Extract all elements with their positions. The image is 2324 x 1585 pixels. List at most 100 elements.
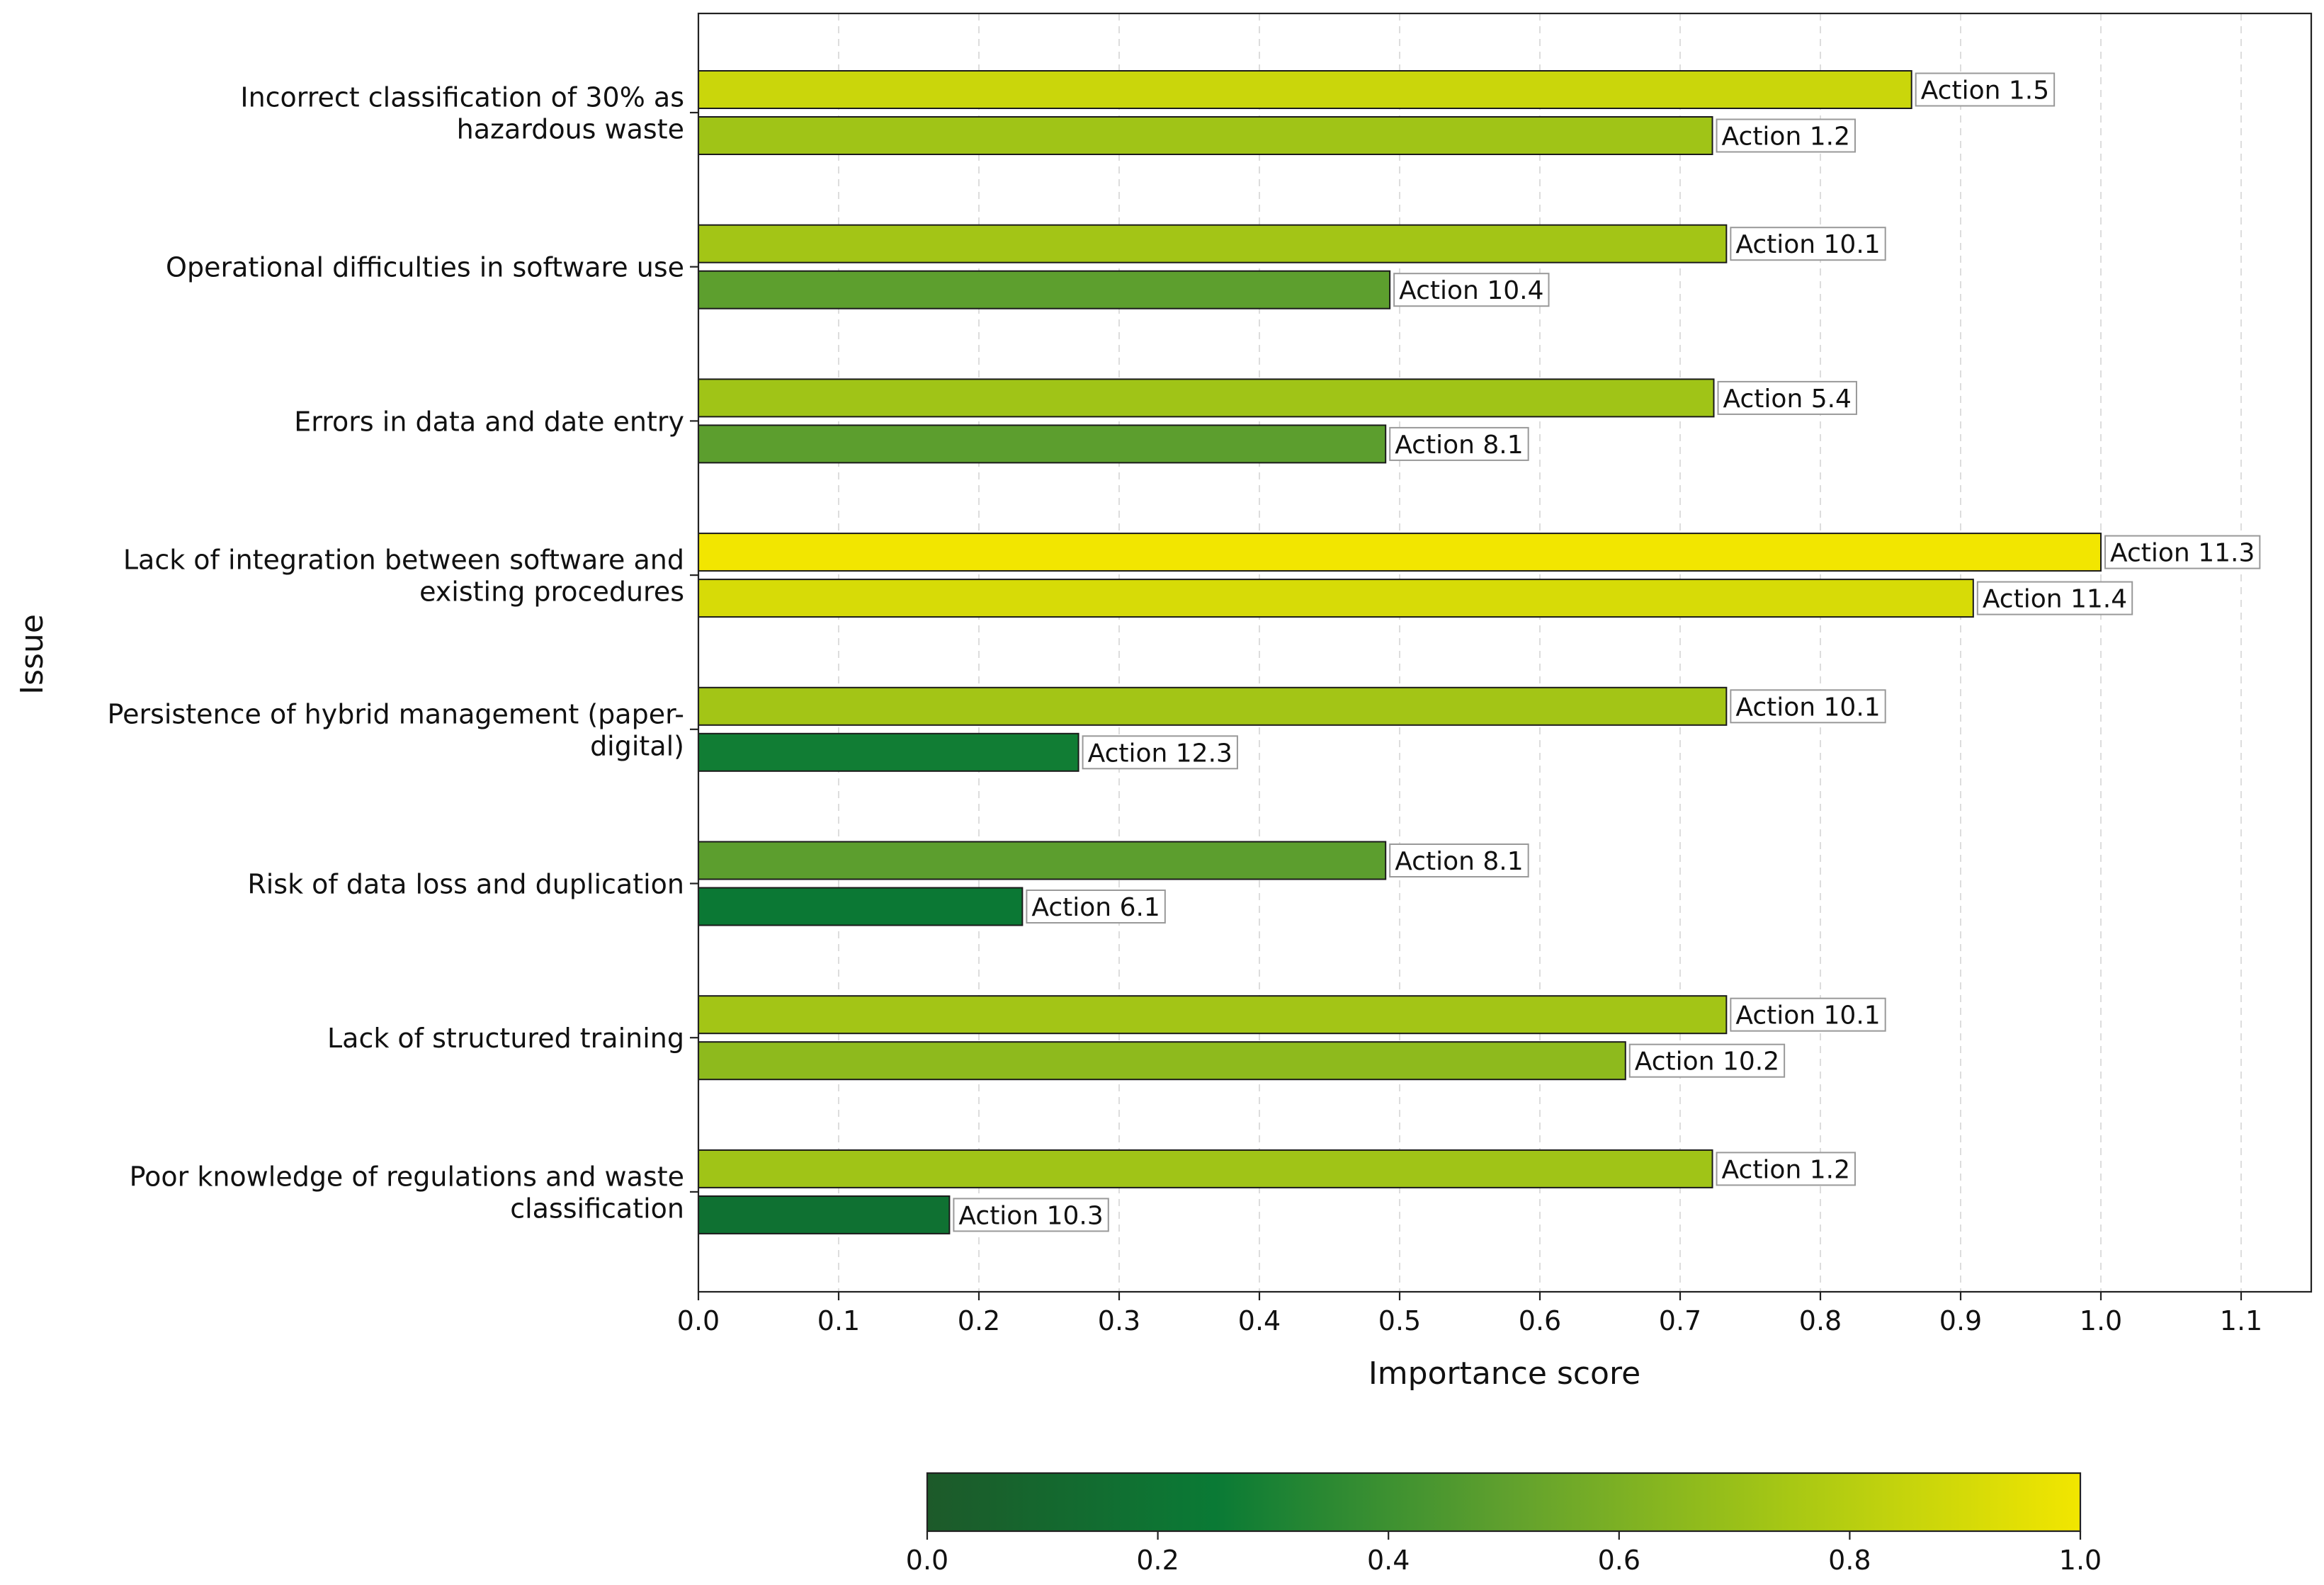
y-tick-label: hazardous waste bbox=[457, 114, 684, 145]
bar-label-box bbox=[1730, 689, 1886, 724]
bar-label-box bbox=[1716, 118, 1856, 153]
bar-3-0 bbox=[698, 533, 2102, 572]
plot-frame bbox=[697, 12, 2313, 1293]
y-tick-label: Risk of data loss and duplication bbox=[247, 869, 684, 900]
x-tick-label: 0.3 bbox=[1098, 1305, 1140, 1336]
bar-label-6-0: Action 10.1 bbox=[1730, 997, 1886, 1032]
bar-label-text: Action 1.5 bbox=[1921, 76, 2049, 106]
gridlines bbox=[698, 13, 2242, 1292]
colorbar-tick-label: 0.6 bbox=[1598, 1545, 1640, 1576]
bar-label-box bbox=[1393, 273, 1550, 307]
bar-label-box bbox=[1026, 890, 1166, 924]
y-tick-label: digital) bbox=[590, 730, 684, 761]
bar-label-text: Action 11.4 bbox=[1983, 585, 2127, 614]
bar-0-1 bbox=[698, 116, 1713, 155]
bar-7-1 bbox=[698, 1195, 951, 1234]
bar-label-7-0: Action 1.2 bbox=[1716, 1152, 1856, 1186]
bar-label-box bbox=[1717, 380, 1857, 415]
x-tick-label: 0.2 bbox=[958, 1305, 1000, 1336]
bar-label-text: Action 11.3 bbox=[2110, 539, 2255, 568]
bar-label-4-1: Action 12.3 bbox=[1082, 735, 1238, 770]
bar-labels: Action 1.5 Action 1.2 Action 10.1 Action 10… bbox=[953, 72, 2261, 1232]
y-tick-label: Incorrect classification of 30% as bbox=[240, 82, 684, 113]
y-tick-label: Poor knowledge of regulations and waste bbox=[130, 1161, 684, 1192]
bar-7-0 bbox=[698, 1149, 1713, 1188]
bar-label-2-0: Action 5.4 bbox=[1717, 380, 1857, 415]
bar-label-text: Action 10.1 bbox=[1735, 230, 1880, 259]
bar-label-text: Action 12.3 bbox=[1088, 739, 1232, 768]
bar-label-3-1: Action 11.4 bbox=[1976, 581, 2133, 615]
colorbar-tick-label: 0.2 bbox=[1136, 1545, 1179, 1576]
bar-label-7-1: Action 10.3 bbox=[953, 1198, 1109, 1232]
y-tick-label: existing procedures bbox=[419, 576, 684, 608]
bar-label-box bbox=[1389, 843, 1529, 877]
bar-label-box bbox=[1082, 735, 1238, 770]
bar-label-1-0: Action 10.1 bbox=[1730, 227, 1886, 261]
bar-5-0 bbox=[698, 841, 1387, 880]
bar-label-text: Action 8.1 bbox=[1395, 431, 1523, 460]
colorbar: 0.0 0.2 0.4 0.6 0.8 1.0 bbox=[906, 1472, 2102, 1576]
bar-label-text: Action 10.4 bbox=[1399, 276, 1543, 305]
colorbar-tick-label: 1.0 bbox=[2059, 1545, 2102, 1576]
x-axis: 0.0 0.1 0.2 0.3 0.4 0.5 0.6 0.7 0.8 0.9 1.0 1.1 bbox=[677, 1292, 2262, 1336]
bar-label-4-0: Action 10.1 bbox=[1730, 689, 1886, 724]
bar-label-text: Action 10.1 bbox=[1735, 1001, 1880, 1030]
bar-0-0 bbox=[698, 70, 1912, 109]
bar-label-5-0: Action 8.1 bbox=[1389, 843, 1529, 877]
bar-2-0 bbox=[698, 378, 1715, 418]
bar-label-box bbox=[1628, 1043, 1786, 1078]
bar-label-text: Action 1.2 bbox=[1722, 123, 1850, 152]
x-tick-label: 0.1 bbox=[817, 1305, 860, 1336]
bar-label-box bbox=[953, 1198, 1109, 1232]
x-tick-label: 0.6 bbox=[1519, 1305, 1561, 1336]
bar-label-6-1: Action 10.2 bbox=[1628, 1043, 1786, 1078]
bars bbox=[698, 70, 2102, 1234]
y-tick-label: Errors in data and date entry bbox=[294, 406, 684, 437]
bar-label-0-1: Action 1.2 bbox=[1716, 118, 1856, 153]
bar-2-1 bbox=[698, 424, 1387, 464]
colorbar-tick-label: 0.4 bbox=[1367, 1545, 1410, 1576]
x-tick-label: 1.0 bbox=[2080, 1305, 2122, 1336]
bar-4-1 bbox=[698, 732, 1079, 772]
bar-label-box bbox=[1716, 1152, 1856, 1186]
x-tick-label: 0.4 bbox=[1238, 1305, 1281, 1336]
bar-label-box bbox=[1915, 72, 2056, 107]
bar-label-1-1: Action 10.4 bbox=[1393, 273, 1550, 307]
colorbar-tick-label: 0.0 bbox=[906, 1545, 948, 1576]
bar-label-text: Action 5.4 bbox=[1723, 385, 1852, 414]
bar-label-text: Action 8.1 bbox=[1395, 847, 1523, 876]
colorbar-gradient bbox=[926, 1472, 2082, 1533]
x-axis-label: Importance score bbox=[1368, 1356, 1640, 1392]
x-tick-label: 0.7 bbox=[1659, 1305, 1701, 1336]
bar-label-box bbox=[1730, 227, 1886, 261]
bar-label-box bbox=[1976, 581, 2133, 615]
y-axis-label: Issue bbox=[14, 614, 50, 695]
bar-label-text: Action 6.1 bbox=[1031, 893, 1160, 922]
bar-label-3-0: Action 11.3 bbox=[2104, 535, 2261, 569]
y-tick-label: Persistence of hybrid management (paper- bbox=[108, 698, 684, 729]
y-axis: Incorrect classification of 30% ashazard… bbox=[108, 82, 698, 1224]
y-tick-label: Operational difficulties in software use bbox=[166, 252, 684, 283]
bar-4-0 bbox=[698, 686, 1728, 726]
bar-3-1 bbox=[698, 579, 1974, 618]
bar-label-text: Action 10.1 bbox=[1735, 693, 1880, 722]
colorbar-tick-label: 0.8 bbox=[1828, 1545, 1871, 1576]
x-tick-label: 0.9 bbox=[1939, 1305, 1982, 1336]
bar-1-0 bbox=[698, 224, 1728, 263]
x-tick-label: 0.0 bbox=[677, 1305, 720, 1336]
bar-label-box bbox=[2104, 535, 2261, 569]
x-tick-label: 0.8 bbox=[1799, 1305, 1842, 1336]
bar-5-1 bbox=[698, 887, 1024, 926]
bar-label-box bbox=[1389, 426, 1529, 461]
bar-label-text: Action 1.2 bbox=[1722, 1155, 1850, 1184]
y-tick-label: Lack of integration between software and bbox=[123, 545, 684, 576]
bar-6-1 bbox=[698, 1041, 1626, 1081]
bar-6-0 bbox=[698, 995, 1728, 1035]
x-tick-label: 0.5 bbox=[1378, 1305, 1421, 1336]
bar-label-5-1: Action 6.1 bbox=[1026, 890, 1166, 924]
x-tick-label: 1.1 bbox=[2220, 1305, 2262, 1336]
bar-label-text: Action 10.3 bbox=[958, 1201, 1103, 1230]
bar-label-box bbox=[1730, 997, 1886, 1032]
